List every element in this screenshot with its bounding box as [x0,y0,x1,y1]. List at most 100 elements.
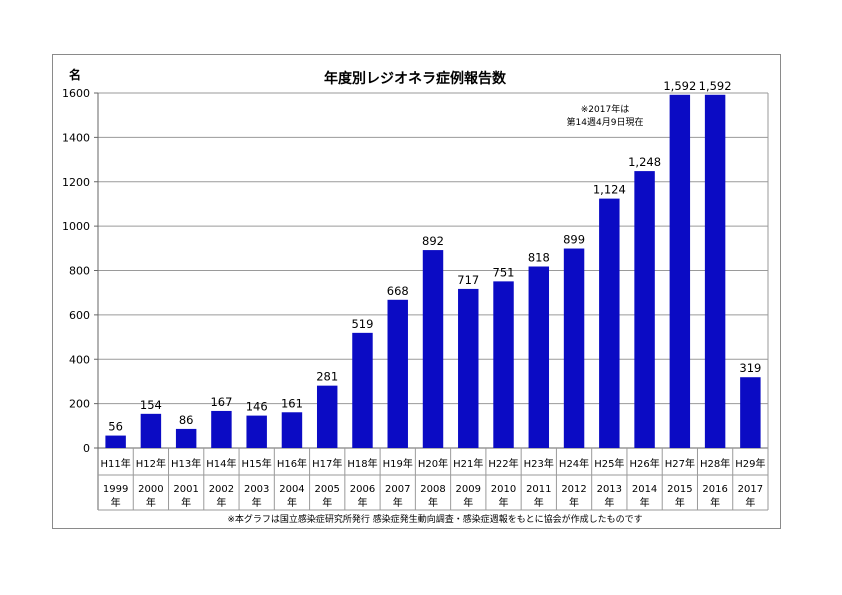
bar [563,248,585,448]
data-label: 86 [179,413,194,427]
bar [669,94,691,449]
y-tick-label: 0 [83,442,90,455]
data-label: 56 [108,420,123,434]
x-tick-label-year: 2016 [702,484,727,495]
x-tick-label-year: 2013 [597,484,622,495]
x-tick-label-era: H28年 [700,457,730,470]
x-tick-label-year: 2008 [420,484,445,495]
bar [140,413,162,448]
x-tick-label-era: H14年 [206,457,236,470]
x-tick-label-era: H24年 [559,457,589,470]
x-tick-label-year: 2004 [279,484,304,495]
x-tick-label-unit: 年 [393,496,403,509]
bar [352,332,373,448]
bar [281,412,303,448]
x-tick-label-era: H13年 [171,457,201,470]
data-label: 717 [457,273,479,287]
x-tick-label-year: 2012 [561,484,586,495]
x-tick-label-era: H17年 [312,457,342,470]
y-tick-label: 1000 [62,220,90,233]
x-tick-label-year: 2010 [491,484,516,495]
x-tick-label-era: H18年 [347,457,377,470]
bar [599,198,620,448]
y-tick-label: 200 [69,398,90,411]
data-label: 146 [246,400,268,414]
x-tick-label-unit: 年 [640,496,650,509]
x-tick-label-year: 2009 [456,484,481,495]
chart-frame: 年度別レジオネラ症例報告数 名 0 200 400 600 800 1000 1200 140… [52,54,781,529]
x-tick-label-era: H15年 [242,457,272,470]
annotation-line-2: 第14週4月9日現在 [567,116,644,128]
x-tick-label-unit: 年 [216,496,226,509]
data-label: 899 [563,233,585,247]
x-tick-label-unit: 年 [287,496,297,509]
data-label: 154 [140,398,162,412]
y-tick-label: 1200 [62,176,90,189]
data-label: 1,592 [699,79,732,93]
x-tick-label-year: 2014 [632,484,657,495]
x-tick-label-unit: 年 [111,496,121,509]
data-label: 1,592 [663,79,696,93]
y-tick-label: 1400 [62,131,90,144]
x-tick-label-unit: 年 [146,496,156,509]
x-tick-label-unit: 年 [675,496,685,509]
bar [458,288,479,448]
bar-chart: 年度別レジオネラ症例報告数 名 0 200 400 600 800 1000 1200 140… [62,67,769,525]
bar [175,428,197,448]
x-tick-label-unit: 年 [428,496,438,509]
data-label: 281 [316,370,338,384]
x-tick-label-era: H16年 [277,457,307,470]
x-tick-label-year: 2001 [173,484,198,495]
y-axis-unit: 名 [69,67,81,82]
x-tick-label-year: 2002 [209,484,234,495]
bar [493,281,514,448]
x-tick-label-era: H20年 [418,457,448,470]
bar [634,171,655,448]
x-tick-label-era: H23年 [524,457,554,470]
x-tick-label-year: 2017 [738,484,763,495]
bar [105,435,126,448]
x-tick-label-unit: 年 [534,496,544,509]
data-label: 892 [422,234,444,248]
y-tick-label: 800 [69,265,90,278]
x-tick-label-unit: 年 [499,496,509,509]
x-tick-label-year: 2007 [385,484,410,495]
x-tick-label-era: H11年 [101,457,131,470]
bar [387,299,408,448]
x-tick-label-era: H22年 [488,457,518,470]
x-tick-label-unit: 年 [357,496,367,509]
bar [316,385,338,448]
data-label: 818 [528,251,550,265]
chart-title: 年度別レジオネラ症例報告数 [324,70,507,87]
source-note: ※本グラフは国立感染症研究所発行 感染症発生動向調査・感染症週報をもとに協会が作… [227,513,642,525]
y-tick-label: 1600 [62,87,90,100]
x-tick-label-era: H21年 [453,457,483,470]
y-tick-label: 600 [69,309,90,322]
x-tick-label-unit: 年 [252,496,262,509]
x-tick-label-unit: 年 [569,496,579,509]
x-tick-label-year: 2003 [244,484,269,495]
x-tick-label-year: 2000 [138,484,163,495]
bar [528,266,550,448]
data-label: 668 [387,284,409,298]
x-tick-label-unit: 年 [463,496,473,509]
x-tick-label-era: H26年 [629,457,659,470]
data-label: 161 [281,396,303,410]
annotation-line-1: ※2017年は [581,103,629,115]
data-label: 1,124 [593,183,626,197]
x-tick-label-unit: 年 [181,496,191,509]
bar [211,410,232,448]
x-tick-label-year: 2005 [314,484,339,495]
x-tick-label-year: 2006 [350,484,375,495]
x-tick-label-era: H19年 [383,457,413,470]
x-tick-label-era: H29年 [735,457,765,470]
x-tick-label-year: 2011 [526,484,551,495]
x-tick-label-year: 2015 [667,484,692,495]
data-label: 519 [351,317,373,331]
data-label: 1,248 [628,155,661,169]
x-tick-label-unit: 年 [710,496,720,509]
x-tick-label-era: H12年 [136,457,166,470]
x-tick-label-unit: 年 [745,496,755,509]
x-tick-label-era: H25年 [594,457,624,470]
data-label: 167 [210,395,232,409]
